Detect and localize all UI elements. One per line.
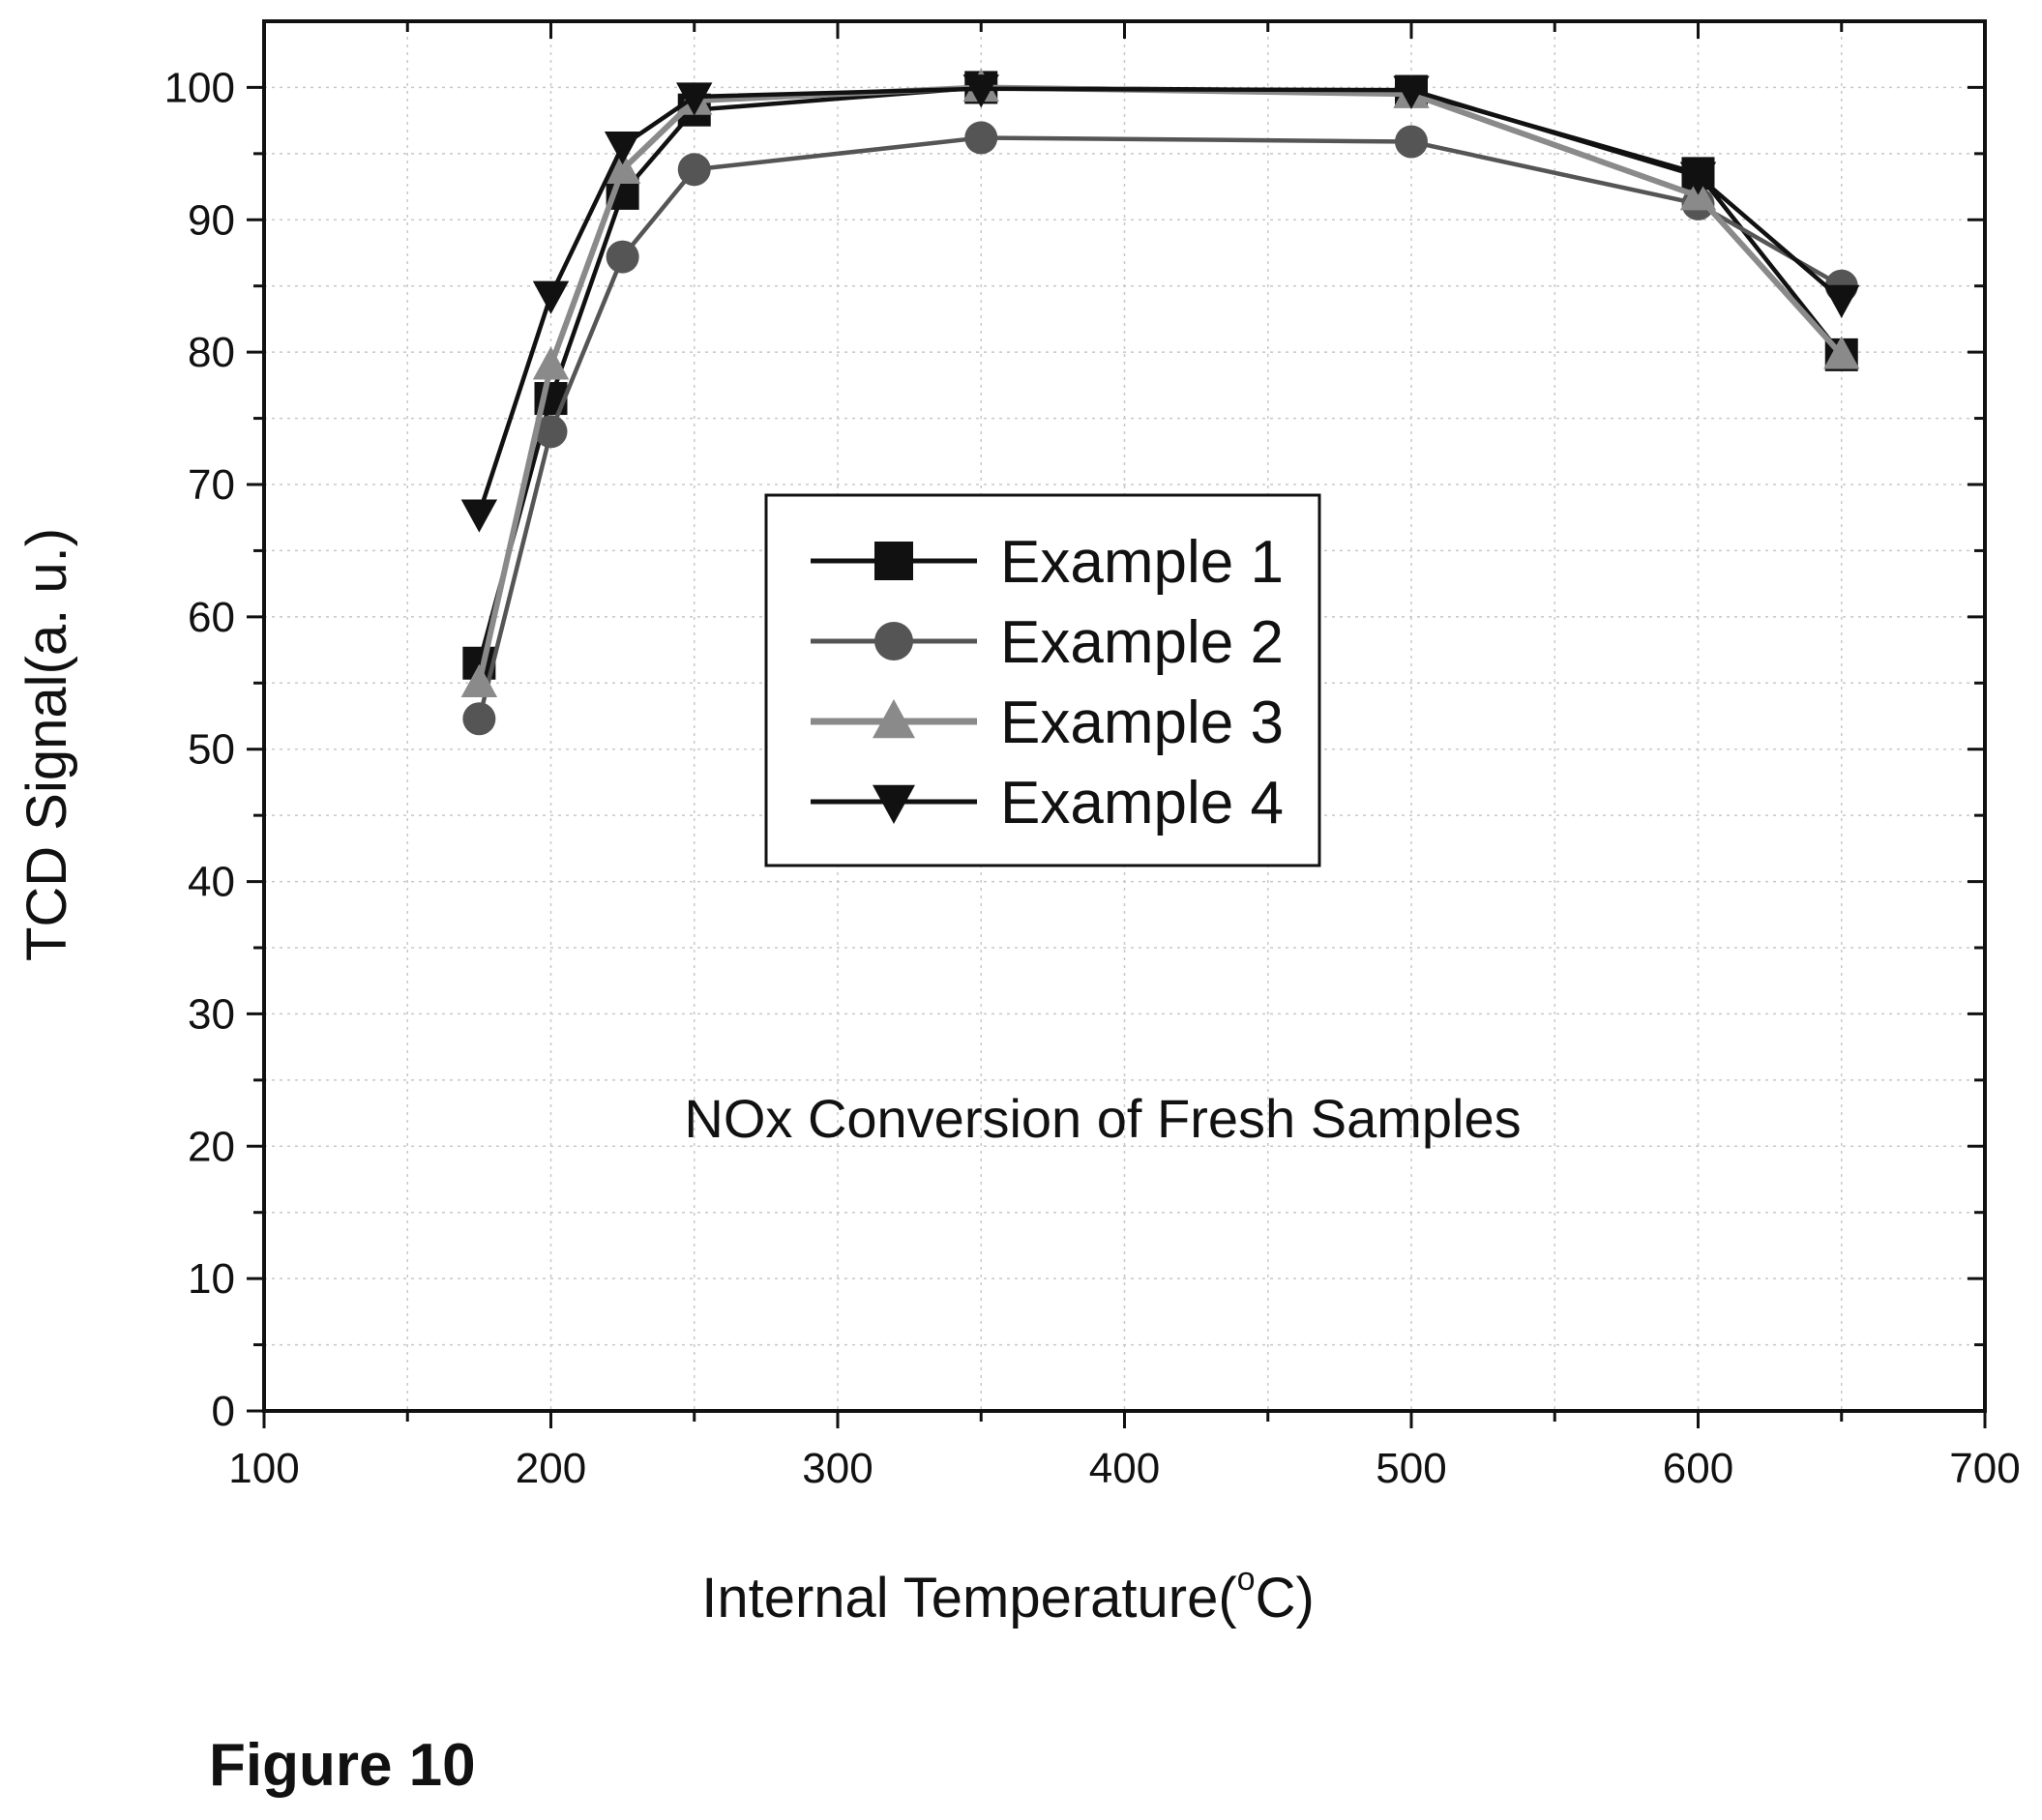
legend-label: Example 1 — [1000, 529, 1284, 596]
x-tick-label: 500 — [1376, 1445, 1446, 1492]
data-point — [964, 121, 998, 155]
data-point — [1393, 75, 1430, 109]
x-axis-title: Internal Temperature(oC) — [701, 1561, 1315, 1629]
y-tick-label: 100 — [164, 64, 235, 111]
data-point — [462, 702, 496, 736]
y-tick-label: 30 — [188, 990, 235, 1038]
y-tick-label: 40 — [188, 859, 235, 906]
legend-label: Example 4 — [1000, 770, 1284, 837]
data-point — [677, 153, 711, 187]
data-point — [1679, 161, 1717, 195]
legend-marker — [874, 622, 913, 660]
chart-annotation: NOx Conversion of Fresh Samples — [684, 1088, 1521, 1149]
series-layer — [460, 68, 1860, 736]
y-tick-label: 90 — [188, 196, 235, 244]
y-tick-label: 10 — [188, 1255, 235, 1303]
y-tick-label: 20 — [188, 1123, 235, 1170]
data-point — [676, 82, 713, 116]
data-point — [604, 150, 641, 184]
data-point — [460, 663, 498, 697]
data-point — [534, 415, 568, 449]
figure-caption: Figure 10 — [209, 1732, 476, 1799]
x-tick-label: 300 — [802, 1445, 873, 1492]
axis-ticks: 100 200 300 400 500 600 700 0 10 20 30 40 50 60 70 80 90… — [164, 21, 2021, 1492]
x-tick-label: 400 — [1089, 1445, 1160, 1492]
legend-marker — [873, 699, 915, 739]
x-tick-label: 600 — [1663, 1445, 1733, 1492]
x-axis-title-degree: o — [1237, 1561, 1256, 1598]
x-axis-title-main: Internal Temperature( — [701, 1567, 1236, 1629]
data-point — [532, 346, 570, 380]
legend: Example 1 Example 2 Example 3 Example 4 — [764, 493, 1321, 867]
data-point — [962, 74, 999, 108]
data-point — [460, 499, 498, 533]
x-axis-title-unit: C) — [1256, 1567, 1315, 1629]
data-point — [532, 280, 570, 314]
x-tick-label: 700 — [1949, 1445, 2020, 1492]
series-line-2 — [477, 135, 1843, 719]
y-tick-label: 60 — [188, 594, 235, 641]
legend-marker — [874, 542, 913, 580]
data-point — [604, 131, 641, 165]
legend-marker — [873, 784, 915, 824]
y-tick-label: 80 — [188, 329, 235, 376]
y-tick-label: 0 — [212, 1388, 235, 1435]
legend-label: Example 3 — [1000, 690, 1284, 756]
data-point — [1395, 125, 1428, 159]
data-point — [1823, 336, 1860, 369]
legend-label: Example 2 — [1000, 609, 1284, 676]
y-tick-label: 70 — [188, 461, 235, 509]
data-point — [1823, 284, 1860, 318]
series-line-4 — [477, 86, 1844, 514]
x-tick-label: 100 — [228, 1445, 299, 1492]
y-tick-label: 50 — [188, 726, 235, 774]
y-axis-title: TCD Signal(a. u.) — [15, 528, 78, 961]
x-tick-label: 200 — [516, 1445, 586, 1492]
series-4 — [460, 74, 1860, 533]
data-point — [606, 240, 639, 274]
